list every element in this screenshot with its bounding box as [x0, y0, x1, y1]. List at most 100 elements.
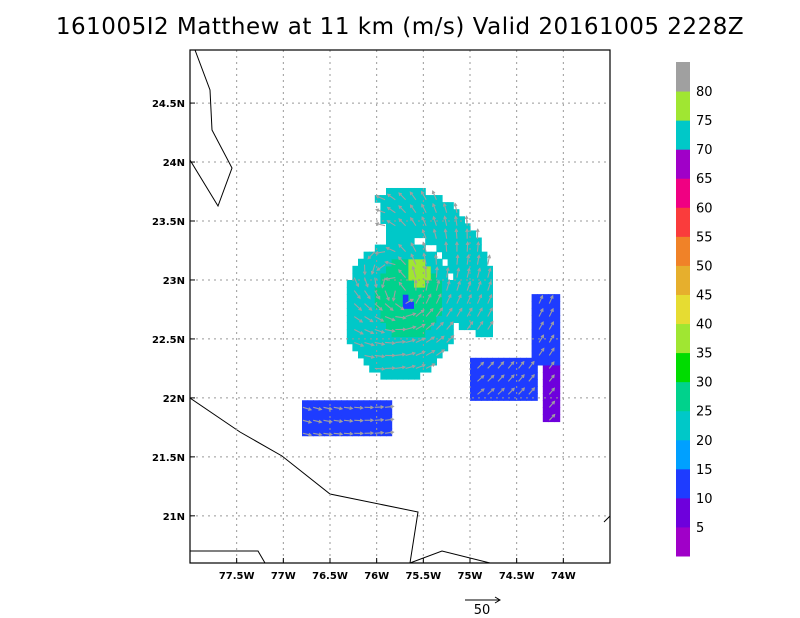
- wind-cell: [358, 301, 365, 309]
- wind-vector-head: [339, 406, 344, 411]
- wind-cell: [542, 371, 549, 380]
- wind-cell: [391, 244, 398, 253]
- wind-cell: [447, 202, 454, 210]
- wind-cell: [458, 258, 465, 267]
- wind-cell: [380, 343, 387, 352]
- wind-vector-head: [478, 293, 483, 299]
- wind-vector: [333, 406, 343, 410]
- wind-cell: [386, 279, 393, 288]
- wind-cell: [531, 301, 538, 309]
- wind-vector: [425, 322, 435, 330]
- wind-cell: [425, 272, 432, 281]
- wind-cell: [542, 407, 549, 416]
- wind-cell: [397, 195, 404, 203]
- wind-vector: [374, 367, 385, 370]
- wind-vector: [446, 294, 452, 304]
- wind-vector-head: [421, 323, 426, 328]
- wind-cell: [369, 308, 376, 316]
- wind-cell: [346, 322, 353, 331]
- wind-vector-head: [465, 241, 470, 246]
- wind-vector-head: [328, 432, 333, 437]
- wind-cell: [430, 223, 437, 232]
- wind-cell: [346, 294, 353, 302]
- wind-cell: [514, 357, 521, 366]
- wind-cell: [453, 287, 460, 295]
- wind-cell: [374, 414, 381, 423]
- wind-cell: [509, 393, 516, 401]
- wind-cell: [475, 393, 482, 401]
- wind-cell: [346, 414, 353, 423]
- x-tick-label: 74.5W: [499, 571, 535, 582]
- wind-vector-head: [530, 360, 535, 365]
- wind-cell: [363, 294, 370, 302]
- wind-cell: [470, 371, 477, 380]
- wind-vector: [398, 218, 406, 227]
- y-tick-label: 24N: [163, 158, 185, 169]
- wind-cell: [447, 322, 454, 331]
- wind-cell: [486, 364, 493, 373]
- wind-cell: [464, 223, 471, 232]
- wind-vector: [487, 281, 492, 291]
- wind-cell: [402, 258, 409, 267]
- wind-cell: [414, 195, 421, 203]
- wind-vector-head: [412, 312, 417, 317]
- wind-cell: [402, 202, 409, 210]
- wind-cell: [475, 244, 482, 253]
- wind-cell: [481, 308, 488, 316]
- wind-cell: [430, 357, 437, 366]
- wind-cell: [369, 258, 376, 267]
- wind-vector: [446, 335, 454, 343]
- wind-vector: [384, 328, 395, 332]
- wind-cell: [537, 357, 544, 366]
- wind-cell: [374, 258, 381, 267]
- wind-vector-head: [441, 349, 446, 353]
- wind-cell: [402, 287, 409, 295]
- wind-vector-head: [398, 281, 403, 286]
- wind-cell: [542, 336, 549, 345]
- wind-cell: [402, 237, 409, 246]
- wind-vector-head: [510, 360, 515, 365]
- wind-cell: [503, 357, 510, 366]
- wind-vector: [398, 205, 406, 214]
- wind-cell: [391, 350, 398, 359]
- wind-vector-head: [370, 355, 376, 359]
- wind-vector: [398, 256, 407, 266]
- wind-cell: [498, 364, 505, 373]
- wind-vector-head: [425, 279, 430, 284]
- y-tick-label: 23N: [163, 276, 185, 287]
- wind-cell: [397, 371, 404, 380]
- wind-vector-head: [380, 418, 385, 422]
- wind-cell: [335, 400, 342, 408]
- wind-cell: [369, 322, 376, 331]
- wind-cell: [475, 287, 482, 295]
- wind-cell: [386, 322, 393, 331]
- wind-cell: [318, 400, 325, 408]
- wind-vector-head: [365, 283, 369, 288]
- wind-vector: [384, 316, 395, 321]
- wind-cell: [374, 350, 381, 359]
- wind-cell: [425, 223, 432, 232]
- x-tick-label: 76.5W: [312, 571, 348, 582]
- wind-cell: [542, 386, 549, 394]
- wind-vector-head: [466, 267, 471, 272]
- wind-cell: [425, 301, 432, 309]
- wind-vector-head: [540, 334, 545, 339]
- wind-cell: [470, 379, 477, 387]
- wind-cell: [358, 272, 365, 281]
- wind-cell: [408, 329, 415, 338]
- wind-vector: [313, 419, 322, 423]
- wind-cell: [324, 421, 331, 430]
- wind-cell: [313, 400, 320, 408]
- wind-cell: [470, 364, 477, 373]
- wind-cell: [408, 258, 415, 267]
- wind-cell: [481, 294, 488, 302]
- wind-cell: [430, 258, 437, 267]
- wind-cell: [548, 329, 555, 338]
- wind-cell: [391, 202, 398, 210]
- wind-cell: [458, 244, 465, 253]
- wind-cell: [548, 379, 555, 387]
- wind-vector: [436, 335, 445, 343]
- wind-vector-head: [500, 374, 505, 379]
- wind-cell: [397, 287, 404, 295]
- wind-vector: [354, 329, 364, 335]
